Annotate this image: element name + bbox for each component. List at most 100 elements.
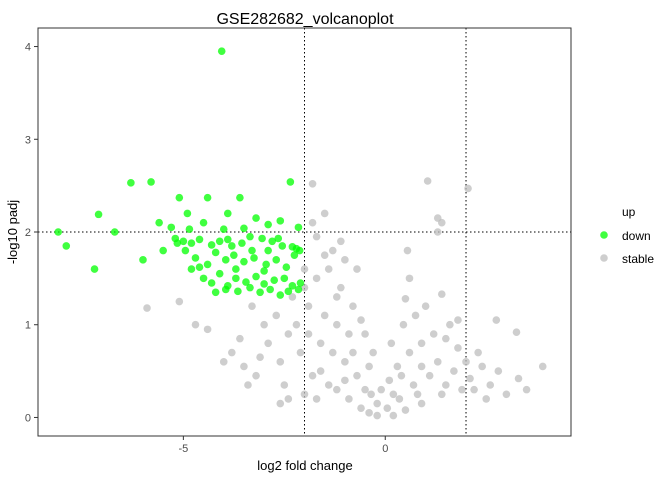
stable-point bbox=[486, 381, 495, 389]
down-point bbox=[159, 246, 167, 255]
stable-point bbox=[341, 256, 349, 264]
y-axis-title: -log10 padj bbox=[5, 200, 20, 264]
x-tick-label: -5 bbox=[178, 443, 188, 455]
chart-title: GSE282682_volcanoplot bbox=[216, 11, 394, 28]
stable-point bbox=[464, 184, 472, 193]
stable-point bbox=[228, 348, 236, 357]
stable-point bbox=[369, 348, 377, 357]
stable-point bbox=[349, 348, 357, 357]
stable-point bbox=[333, 385, 341, 394]
legend: up down stable bbox=[600, 205, 654, 266]
stable-point bbox=[292, 320, 301, 329]
stable-point bbox=[385, 376, 394, 385]
down-point bbox=[183, 209, 192, 218]
down-point bbox=[207, 241, 216, 249]
stable-point bbox=[478, 362, 486, 371]
down-point bbox=[223, 235, 232, 244]
threshold-lines bbox=[38, 28, 571, 436]
down-point bbox=[276, 291, 285, 299]
stable-point bbox=[373, 411, 381, 420]
stable-point bbox=[260, 320, 268, 329]
stable-point bbox=[399, 320, 408, 329]
stable-point bbox=[191, 320, 200, 329]
down-point bbox=[294, 223, 303, 232]
x-axis-ticks: -5 0 bbox=[178, 436, 388, 455]
down-point bbox=[232, 265, 240, 273]
stable-point bbox=[383, 404, 392, 412]
stable-point bbox=[345, 330, 353, 338]
down-point bbox=[155, 218, 163, 227]
down-point bbox=[264, 246, 272, 255]
y-tick-label: 0 bbox=[25, 412, 31, 424]
down-points bbox=[54, 47, 305, 299]
down-point bbox=[167, 223, 176, 232]
down-point bbox=[94, 210, 103, 219]
stable-point bbox=[328, 348, 337, 357]
stable-points bbox=[143, 177, 547, 420]
stable-point bbox=[387, 339, 396, 348]
stable-point bbox=[389, 411, 398, 420]
stable-point bbox=[429, 330, 438, 338]
stable-point bbox=[353, 265, 361, 273]
y-axis-ticks: 0 1 2 3 4 bbox=[25, 42, 38, 424]
stable-point bbox=[433, 358, 442, 366]
down-point bbox=[221, 285, 230, 294]
stable-point bbox=[296, 348, 305, 357]
down-point bbox=[232, 274, 240, 283]
stable-point bbox=[276, 358, 285, 366]
down-point bbox=[236, 193, 244, 202]
down-point bbox=[274, 234, 283, 243]
y-tick-label: 3 bbox=[25, 134, 31, 146]
stable-point bbox=[538, 362, 547, 371]
stable-point bbox=[409, 381, 418, 389]
stable-point bbox=[389, 390, 398, 399]
stable-point bbox=[373, 399, 381, 408]
stable-point bbox=[442, 381, 450, 389]
down-point bbox=[295, 246, 304, 255]
stable-point bbox=[405, 274, 414, 283]
legend-label-stable: stable bbox=[622, 252, 654, 266]
stable-point bbox=[401, 406, 410, 414]
stable-point bbox=[308, 179, 317, 188]
down-point bbox=[286, 178, 295, 186]
stable-point bbox=[324, 265, 333, 273]
down-point bbox=[272, 256, 281, 264]
down-point bbox=[223, 209, 232, 218]
stable-point bbox=[423, 177, 432, 185]
down-point bbox=[238, 239, 246, 247]
stable-point bbox=[458, 385, 466, 394]
down-point bbox=[260, 267, 268, 275]
down-point bbox=[260, 280, 268, 288]
stable-point bbox=[320, 251, 329, 259]
stable-point bbox=[411, 311, 420, 320]
down-point bbox=[90, 265, 99, 273]
down-point bbox=[211, 248, 220, 257]
stable-point bbox=[514, 374, 523, 383]
down-point bbox=[230, 251, 238, 259]
down-point bbox=[185, 225, 194, 234]
stable-point bbox=[522, 385, 531, 394]
down-point bbox=[110, 228, 119, 236]
down-point bbox=[294, 285, 303, 294]
stable-point bbox=[316, 367, 325, 375]
down-point bbox=[252, 272, 260, 281]
down-point bbox=[187, 239, 196, 247]
down-point bbox=[191, 254, 200, 262]
down-point bbox=[290, 251, 299, 259]
stable-point bbox=[244, 381, 252, 389]
down-point bbox=[54, 228, 62, 236]
down-point bbox=[288, 281, 297, 290]
stable-point bbox=[397, 371, 406, 380]
x-axis-title: log2 fold change bbox=[257, 458, 352, 473]
stable-point bbox=[450, 367, 458, 375]
down-point bbox=[127, 179, 135, 187]
stable-point bbox=[361, 330, 369, 338]
down-point bbox=[256, 288, 264, 297]
stable-point bbox=[328, 246, 337, 255]
down-point bbox=[258, 234, 266, 243]
stable-point bbox=[284, 395, 293, 403]
stable-point bbox=[442, 334, 450, 343]
y-tick-label: 4 bbox=[25, 42, 31, 54]
stable-point bbox=[395, 395, 404, 403]
